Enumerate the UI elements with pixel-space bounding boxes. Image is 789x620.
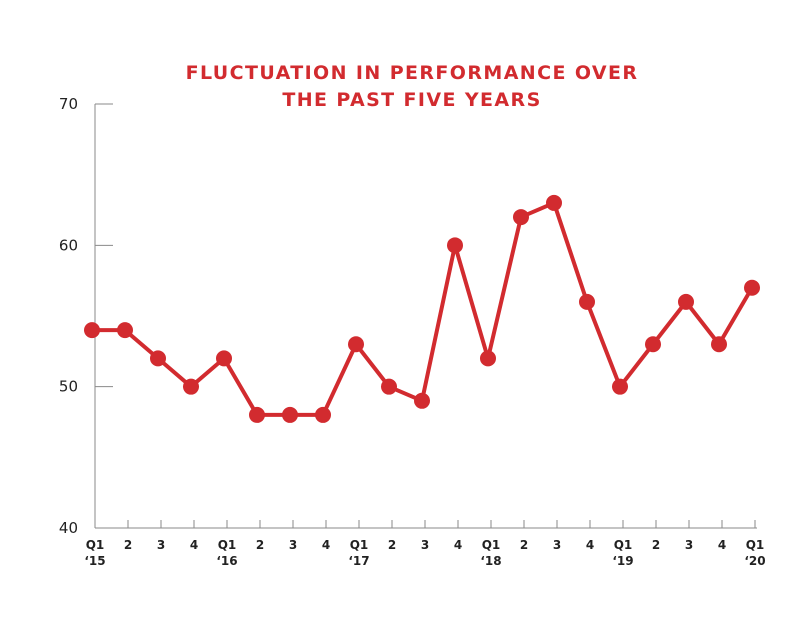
x-tick-label: 3 (157, 538, 165, 552)
x-tick-year-label: ‘20 (744, 554, 765, 568)
data-point (744, 279, 760, 296)
x-tick-label: 3 (289, 538, 297, 552)
data-point (645, 336, 661, 353)
data-point (447, 237, 463, 254)
x-tick-label: Q1 (86, 538, 105, 552)
x-tick-label: 4 (322, 538, 330, 552)
y-tick-label: 50 (59, 378, 78, 396)
data-point (84, 322, 100, 339)
y-tick-label: 60 (59, 236, 78, 254)
data-point (249, 406, 265, 423)
x-tick-label: 3 (553, 538, 561, 552)
chart-title-line-2: THE PAST FIVE YEARS (282, 89, 541, 111)
data-point (117, 322, 133, 339)
x-tick-year-label: ‘15 (84, 554, 105, 568)
x-tick-label: 2 (256, 538, 264, 552)
x-tick-label: Q1 (218, 538, 237, 552)
data-point (381, 378, 397, 395)
data-point (612, 378, 628, 395)
x-tick-label: 2 (388, 538, 396, 552)
data-point (315, 406, 331, 423)
data-point (678, 293, 694, 310)
x-tick-label: 4 (718, 538, 726, 552)
x-tick-label: Q1 (614, 538, 633, 552)
data-point (711, 336, 727, 353)
x-tick-label: 4 (190, 538, 198, 552)
chart-title-line-1: FLUCTUATION IN PERFORMANCE OVER (186, 62, 639, 84)
data-point (579, 293, 595, 310)
x-tick-label: 2 (124, 538, 132, 552)
data-point (282, 406, 298, 423)
x-tick-label: 4 (586, 538, 594, 552)
x-tick-year-label: ‘17 (348, 554, 369, 568)
data-point (546, 194, 562, 211)
x-tick-label: Q1 (350, 538, 369, 552)
x-tick-label: 2 (652, 538, 660, 552)
data-point (480, 350, 496, 367)
x-tick-year-label: ‘18 (480, 554, 501, 568)
x-tick-label: 2 (520, 538, 528, 552)
y-tick-label: 40 (59, 519, 78, 537)
data-point (414, 392, 430, 409)
data-point (348, 336, 364, 353)
y-tick-label: 70 (59, 95, 78, 113)
x-tick-year-label: ‘19 (612, 554, 633, 568)
x-tick-label: 3 (421, 538, 429, 552)
series-layer (84, 194, 760, 423)
x-ticks: Q1 ‘15 2 3 4 Q1 ‘16 2 3 4 Q1 ‘17 2 3 4 Q1 ‘18 2 3 4 Q1 ‘19 2 3 4… (84, 520, 766, 568)
data-point (216, 350, 232, 367)
x-tick-year-label: ‘16 (216, 554, 237, 568)
x-tick-label: Q1 (746, 538, 765, 552)
x-tick-label: 3 (685, 538, 693, 552)
data-point (150, 350, 166, 367)
x-tick-label: Q1 (482, 538, 501, 552)
y-ticks: 40 50 60 70 (59, 95, 113, 537)
x-tick-label: 4 (454, 538, 462, 552)
data-point (183, 378, 199, 395)
data-point (513, 209, 529, 226)
